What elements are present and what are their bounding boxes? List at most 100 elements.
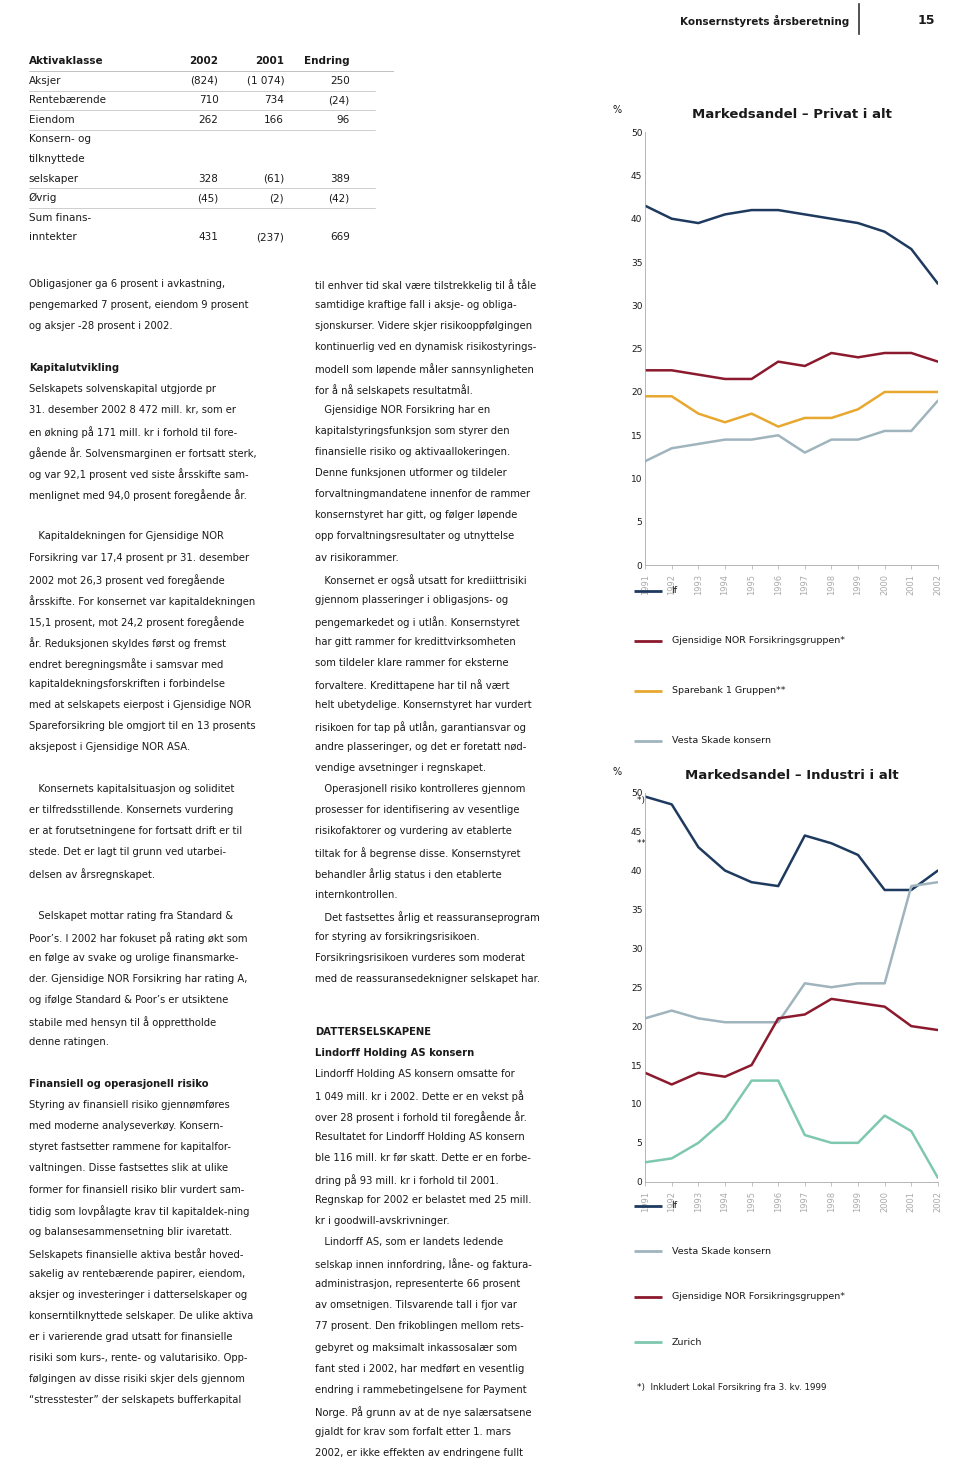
Text: til enhver tid skal være tilstrekkelig til å tåle: til enhver tid skal være tilstrekkelig t… xyxy=(315,279,536,291)
Title: Markedsandel – Privat i alt: Markedsandel – Privat i alt xyxy=(691,109,892,122)
Text: denne ratingen.: denne ratingen. xyxy=(29,1036,108,1047)
Text: behandler årlig status i den etablerte: behandler årlig status i den etablerte xyxy=(315,869,502,881)
Text: gående år. Solvensmarginen er fortsatt sterk,: gående år. Solvensmarginen er fortsatt s… xyxy=(29,448,256,459)
Text: gjennom plasseringer i obligasjons- og: gjennom plasseringer i obligasjons- og xyxy=(315,595,508,605)
Text: endring i rammebetingelsene for Payment: endring i rammebetingelsene for Payment xyxy=(315,1384,526,1395)
Text: (42): (42) xyxy=(328,194,349,203)
Text: Gjensidige NOR Forsikringsgruppen*: Gjensidige NOR Forsikringsgruppen* xyxy=(672,1292,845,1301)
Text: former for finansiell risiko blir vurdert sam-: former for finansiell risiko blir vurder… xyxy=(29,1185,244,1195)
Text: Zurich: Zurich xyxy=(672,1337,702,1346)
Text: Operasjonell risiko kontrolleres gjennom: Operasjonell risiko kontrolleres gjennom xyxy=(315,784,525,794)
Text: er i varierende grad utsatt for finansielle: er i varierende grad utsatt for finansie… xyxy=(29,1331,232,1342)
Text: Resultatet for Lindorff Holding AS konsern: Resultatet for Lindorff Holding AS konse… xyxy=(315,1132,524,1142)
Text: tilknyttede: tilknyttede xyxy=(29,154,85,164)
Text: konsernstyret har gitt, og følger løpende: konsernstyret har gitt, og følger løpend… xyxy=(315,511,517,521)
Text: sjonskurser. Videre skjer risikooppfølgingen: sjonskurser. Videre skjer risikooppfølgi… xyxy=(315,321,532,330)
Text: 669: 669 xyxy=(330,232,349,242)
Text: over 28 prosent i forhold til foregående år.: over 28 prosent i forhold til foregående… xyxy=(315,1111,527,1123)
Text: for styring av forsikringsrisikoen.: for styring av forsikringsrisikoen. xyxy=(315,932,480,942)
Text: modell som løpende måler sannsynligheten: modell som løpende måler sannsynligheten xyxy=(315,363,534,374)
Text: 15,1 prosent, mot 24,2 prosent foregående: 15,1 prosent, mot 24,2 prosent foregåend… xyxy=(29,615,244,628)
Text: dring på 93 mill. kr i forhold til 2001.: dring på 93 mill. kr i forhold til 2001. xyxy=(315,1174,498,1186)
Text: (1 074): (1 074) xyxy=(247,76,284,85)
Text: (237): (237) xyxy=(256,232,284,242)
Text: Endring: Endring xyxy=(304,56,349,66)
Text: kapitalstyringsfunksjon som styrer den: kapitalstyringsfunksjon som styrer den xyxy=(315,426,510,436)
Text: (24): (24) xyxy=(328,95,349,106)
Text: tidig som lovpålagte krav til kapitaldek-ning: tidig som lovpålagte krav til kapitaldek… xyxy=(29,1205,250,1217)
Text: aksjepost i Gjensidige NOR ASA.: aksjepost i Gjensidige NOR ASA. xyxy=(29,743,190,752)
Text: 431: 431 xyxy=(199,232,219,242)
Text: Spareforsikring ble omgjort til en 13 prosents: Spareforsikring ble omgjort til en 13 pr… xyxy=(29,721,255,731)
Text: har gitt rammer for kredittvirksomheten: har gitt rammer for kredittvirksomheten xyxy=(315,637,516,647)
Text: Øvrig: Øvrig xyxy=(29,194,58,203)
Text: menlignet med 94,0 prosent foregående år.: menlignet med 94,0 prosent foregående år… xyxy=(29,489,247,501)
Text: delsen av årsregnskapet.: delsen av årsregnskapet. xyxy=(29,869,155,881)
Text: andre plasseringer, og det er foretatt nød-: andre plasseringer, og det er foretatt n… xyxy=(315,743,526,752)
Text: 710: 710 xyxy=(199,95,219,106)
Text: Gjensidige NOR Forsikring har en: Gjensidige NOR Forsikring har en xyxy=(315,405,491,415)
Text: Vesta Skade konsern: Vesta Skade konsern xyxy=(672,1246,771,1255)
Text: 2002 mot 26,3 prosent ved foregående: 2002 mot 26,3 prosent ved foregående xyxy=(29,574,225,586)
Text: vendige avsetninger i regnskapet.: vendige avsetninger i regnskapet. xyxy=(315,763,486,774)
Text: konserntilknyttede selskaper. De ulike aktiva: konserntilknyttede selskaper. De ulike a… xyxy=(29,1311,253,1321)
Text: 31. desember 2002 8 472 mill. kr, som er: 31. desember 2002 8 472 mill. kr, som er xyxy=(29,405,236,415)
Text: av risikorammer.: av risikorammer. xyxy=(315,552,398,562)
Text: risiki som kurs-, rente- og valutarisiko. Opp-: risiki som kurs-, rente- og valutarisiko… xyxy=(29,1353,248,1364)
Text: en økning på 171 mill. kr i forhold til fore-: en økning på 171 mill. kr i forhold til … xyxy=(29,426,237,437)
Text: 15: 15 xyxy=(918,15,935,28)
Text: finansielle risiko og aktivaallokeringen.: finansielle risiko og aktivaallokeringen… xyxy=(315,448,510,457)
Text: fant sted i 2002, har medført en vesentlig: fant sted i 2002, har medført en vesentl… xyxy=(315,1364,524,1374)
Text: Lindorff Holding AS konsern: Lindorff Holding AS konsern xyxy=(315,1048,474,1057)
Text: Rentebærende: Rentebærende xyxy=(29,95,106,106)
Text: 2002: 2002 xyxy=(189,56,219,66)
Text: som tildeler klare rammer for eksterne: som tildeler klare rammer for eksterne xyxy=(315,658,509,668)
Text: en følge av svake og urolige finansmarke-: en følge av svake og urolige finansmarke… xyxy=(29,953,238,963)
Text: 262: 262 xyxy=(199,115,219,125)
Text: forvaltningmandatene innenfor de rammer: forvaltningmandatene innenfor de rammer xyxy=(315,489,530,499)
Text: pengemarked 7 prosent, eiendom 9 prosent: pengemarked 7 prosent, eiendom 9 prosent xyxy=(29,299,249,310)
Text: sakelig av rentebærende papirer, eiendom,: sakelig av rentebærende papirer, eiendom… xyxy=(29,1268,245,1279)
Text: Det fastsettes årlig et reassuranseprogram: Det fastsettes årlig et reassuranseprogr… xyxy=(315,910,540,922)
Text: opp forvaltningsresultater og utnyttelse: opp forvaltningsresultater og utnyttelse xyxy=(315,531,515,542)
Text: Aksjer: Aksjer xyxy=(29,76,61,85)
Text: (824): (824) xyxy=(191,76,219,85)
Text: stabile med hensyn til å opprettholde: stabile med hensyn til å opprettholde xyxy=(29,1016,216,1028)
Text: 250: 250 xyxy=(330,76,349,85)
Text: If: If xyxy=(672,1201,678,1210)
Text: år. Reduksjonen skyldes først og fremst: år. Reduksjonen skyldes først og fremst xyxy=(29,637,226,649)
Text: og aksjer -28 prosent i 2002.: og aksjer -28 prosent i 2002. xyxy=(29,321,173,330)
Text: Gjensidige NOR Forsikringsgruppen*: Gjensidige NOR Forsikringsgruppen* xyxy=(672,636,845,646)
Text: %: % xyxy=(612,104,622,115)
Text: gebyret og maksimalt inkassosalær som: gebyret og maksimalt inkassosalær som xyxy=(315,1343,517,1352)
Text: DATTERSELSKAPENE: DATTERSELSKAPENE xyxy=(315,1026,431,1036)
Text: 734: 734 xyxy=(264,95,284,106)
Text: 166: 166 xyxy=(264,115,284,125)
Text: Sparebank 1 Gruppen**: Sparebank 1 Gruppen** xyxy=(672,687,785,696)
Text: Poor’s. I 2002 har fokuset på rating økt som: Poor’s. I 2002 har fokuset på rating økt… xyxy=(29,932,248,944)
Text: forvaltere. Kredittapene har til nå vært: forvaltere. Kredittapene har til nå vært xyxy=(315,678,510,691)
Text: kontinuerlig ved en dynamisk risikostyrings-: kontinuerlig ved en dynamisk risikostyri… xyxy=(315,342,537,352)
Text: *)  Inkludert Lokal Forsikring fra 3. kv. 1999: *) Inkludert Lokal Forsikring fra 3. kv.… xyxy=(636,1383,827,1392)
Text: “stresstester” der selskapets bufferkapital: “stresstester” der selskapets bufferkapi… xyxy=(29,1395,241,1405)
Text: Norge. På grunn av at de nye salærsatsene: Norge. På grunn av at de nye salærsatsen… xyxy=(315,1406,532,1418)
Text: Regnskap for 2002 er belastet med 25 mill.: Regnskap for 2002 er belastet med 25 mil… xyxy=(315,1195,532,1205)
Text: tiltak for å begrense disse. Konsernstyret: tiltak for å begrense disse. Konsernstyr… xyxy=(315,847,520,859)
Text: og var 92,1 prosent ved siste årsskifte sam-: og var 92,1 prosent ved siste årsskifte … xyxy=(29,468,249,480)
Text: Selskapet mottar rating fra Standard &: Selskapet mottar rating fra Standard & xyxy=(29,910,233,920)
Text: internkontrollen.: internkontrollen. xyxy=(315,890,397,900)
Text: If: If xyxy=(672,586,678,595)
Text: prosesser for identifisering av vesentlige: prosesser for identifisering av vesentli… xyxy=(315,806,519,815)
Text: kapitaldekningsforskriften i forbindelse: kapitaldekningsforskriften i forbindelse xyxy=(29,678,225,688)
Text: Vesta Skade konsern: Vesta Skade konsern xyxy=(672,737,771,746)
Text: risikoen for tap på utlån, garantiansvar og: risikoen for tap på utlån, garantiansvar… xyxy=(315,721,526,733)
Text: følgingen av disse risiki skjer dels gjennom: følgingen av disse risiki skjer dels gje… xyxy=(29,1374,245,1384)
Text: er at forutsetningene for fortsatt drift er til: er at forutsetningene for fortsatt drift… xyxy=(29,826,242,837)
Text: Kapitaldekningen for Gjensidige NOR: Kapitaldekningen for Gjensidige NOR xyxy=(29,531,224,542)
Text: selskap innen innfordring, låne- og faktura-: selskap innen innfordring, låne- og fakt… xyxy=(315,1258,532,1270)
Text: Sum finans-: Sum finans- xyxy=(29,213,91,223)
Text: **) Vår og Sparebank 1 er fra 4. kv. 2000 slått sammen: **) Vår og Sparebank 1 er fra 4. kv. 200… xyxy=(636,838,877,847)
Text: 2002, er ikke effekten av endringene fullt: 2002, er ikke effekten av endringene ful… xyxy=(315,1447,523,1458)
Text: Selskapets finansielle aktiva består hoved-: Selskapets finansielle aktiva består hov… xyxy=(29,1248,243,1260)
Text: *)  Inkludert Lokal Forsikring fra 3. kv. 1999: *) Inkludert Lokal Forsikring fra 3. kv.… xyxy=(636,796,827,804)
